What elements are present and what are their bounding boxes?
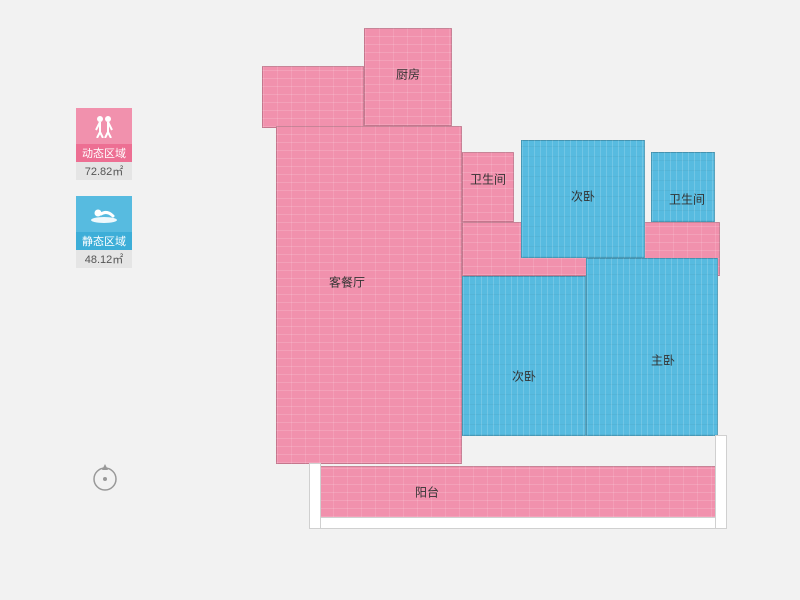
legend-dynamic-label: 动态区域 bbox=[76, 144, 132, 162]
legend-static-value: 48.12㎡ bbox=[76, 250, 132, 268]
wall-segment bbox=[310, 518, 724, 528]
room-label-bed1: 主卧 bbox=[651, 352, 675, 369]
room-label-living: 客餐厅 bbox=[329, 274, 365, 291]
room-bed2b bbox=[462, 276, 586, 436]
legend: 动态区域 72.82㎡ 静态区域 48.12㎡ bbox=[76, 108, 132, 284]
dynamic-zone-icon bbox=[76, 108, 132, 144]
room-balcony bbox=[318, 466, 716, 518]
room-label-kitchen: 厨房 bbox=[396, 66, 420, 83]
room-bed1 bbox=[586, 258, 718, 436]
room-label-balcony: 阳台 bbox=[415, 484, 439, 501]
room-label-bath1: 卫生间 bbox=[470, 171, 506, 188]
legend-dynamic: 动态区域 72.82㎡ bbox=[76, 108, 132, 180]
room-label-bath2: 卫生间 bbox=[669, 191, 705, 208]
floor-plan: 厨房客餐厅卫生间卫生间次卧次卧主卧阳台 bbox=[227, 24, 727, 570]
compass-icon bbox=[89, 461, 121, 493]
room-label-bed2a: 次卧 bbox=[571, 188, 595, 205]
static-zone-icon bbox=[76, 196, 132, 232]
room-bath2 bbox=[651, 152, 715, 222]
legend-static-label: 静态区域 bbox=[76, 232, 132, 250]
legend-dynamic-value: 72.82㎡ bbox=[76, 162, 132, 180]
wall-segment bbox=[310, 464, 320, 528]
room-label-bed2b: 次卧 bbox=[512, 368, 536, 385]
legend-static: 静态区域 48.12㎡ bbox=[76, 196, 132, 268]
wall-segment bbox=[716, 436, 726, 528]
room-living-a bbox=[262, 66, 364, 128]
room-living bbox=[276, 126, 462, 464]
